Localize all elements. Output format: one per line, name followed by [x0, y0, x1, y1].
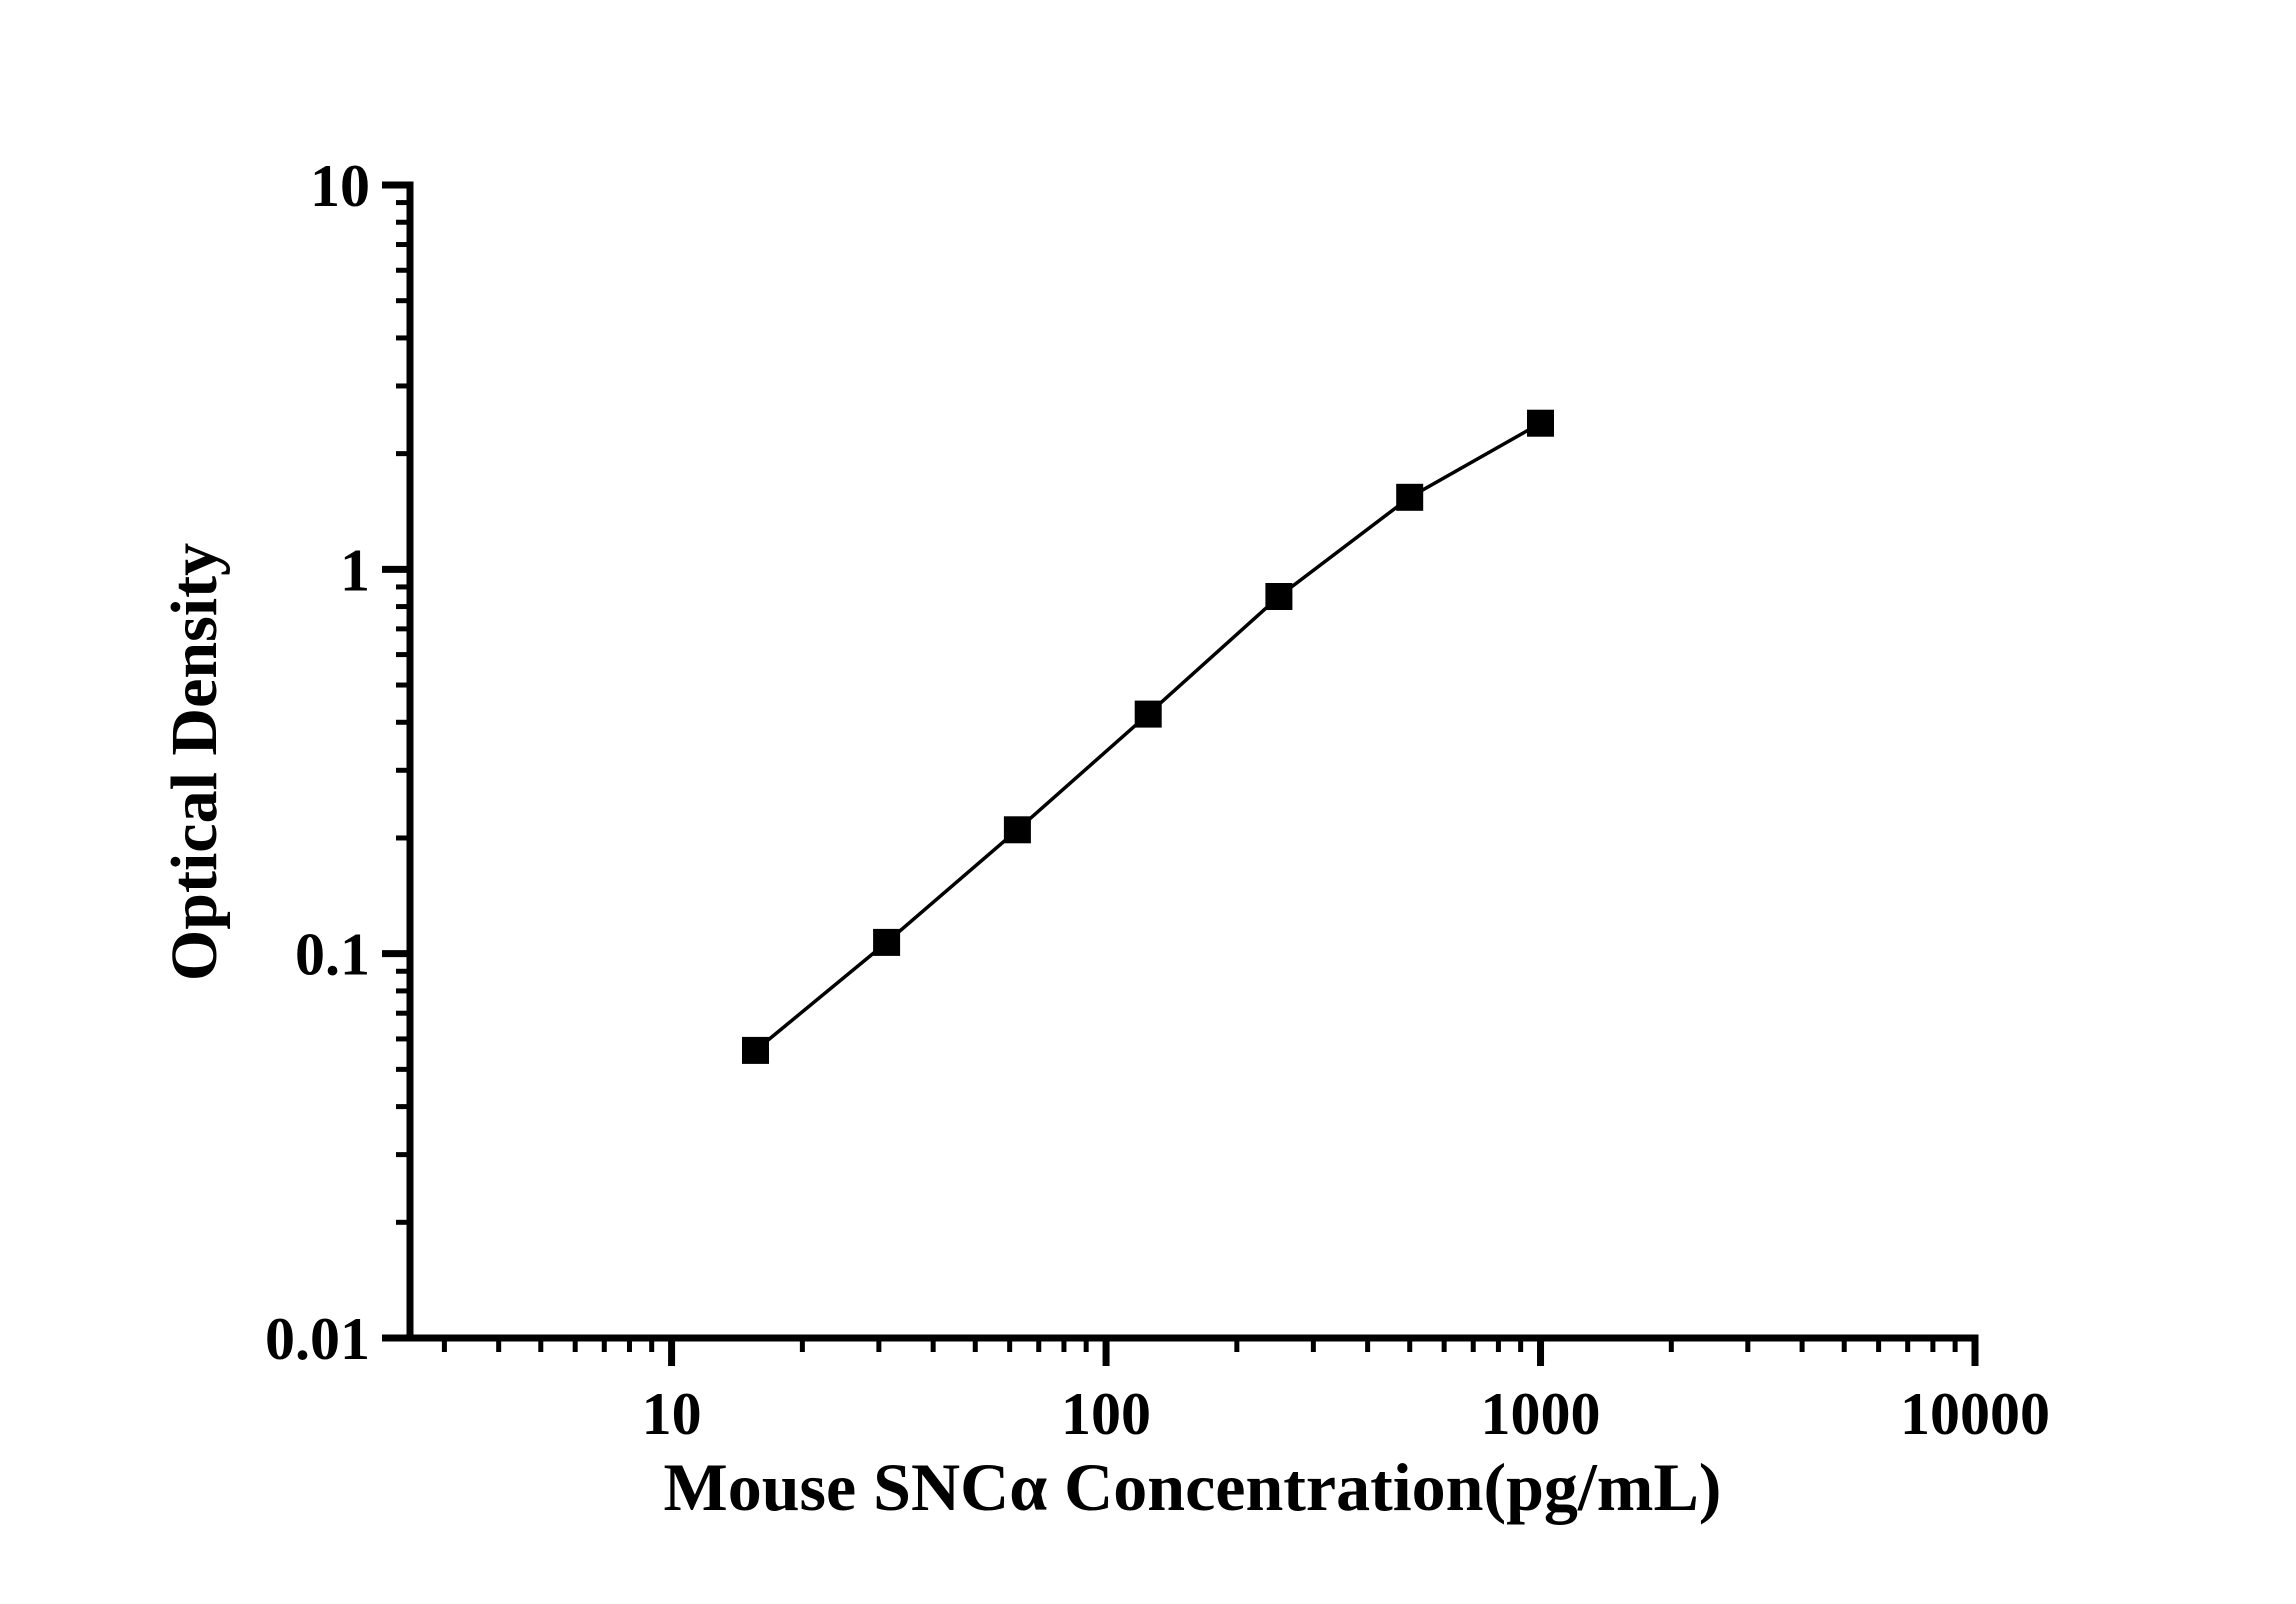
x-axis-title: Mouse SNCα Concentration(pg/mL) — [663, 1449, 1722, 1525]
data-point-marker — [1396, 483, 1424, 511]
y-tick-label: 1 — [340, 537, 370, 603]
x-tick-label: 10 — [642, 1381, 702, 1447]
data-point-marker — [1265, 583, 1293, 610]
standard-curve-line — [754, 421, 1542, 1052]
x-tick-label: 1000 — [1481, 1381, 1601, 1447]
data-point-marker — [1527, 409, 1554, 437]
y-axis-title: Optical Density — [158, 542, 231, 982]
data-point-marker — [1134, 700, 1162, 728]
y-tick-label: 0.1 — [295, 922, 370, 988]
y-tick-label: 10 — [310, 153, 370, 219]
data-point-marker — [742, 1036, 769, 1064]
x-tick-label: 10000 — [1900, 1381, 2050, 1447]
data-point-marker — [873, 928, 901, 956]
x-tick-label: 100 — [1061, 1381, 1151, 1447]
y-tick-label: 0.01 — [265, 1306, 370, 1372]
data-point-marker — [1003, 816, 1031, 844]
